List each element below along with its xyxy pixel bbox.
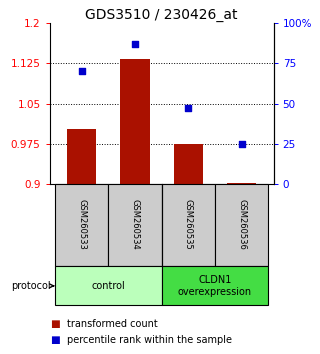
Point: [132, 41, 138, 47]
Text: GSM260533: GSM260533: [77, 199, 86, 250]
Text: GSM260535: GSM260535: [184, 199, 193, 250]
Text: transformed count: transformed count: [67, 319, 158, 329]
Bar: [67, 129, 96, 184]
Bar: [55, 266, 162, 306]
Title: GDS3510 / 230426_at: GDS3510 / 230426_at: [85, 8, 238, 22]
Text: CLDN1
overexpression: CLDN1 overexpression: [178, 275, 252, 297]
Bar: [108, 184, 162, 266]
Text: ■: ■: [50, 335, 59, 345]
Bar: [120, 59, 150, 184]
Point: [79, 69, 84, 74]
Text: GSM260536: GSM260536: [237, 199, 246, 250]
Text: protocol: protocol: [11, 281, 54, 291]
Text: ■: ■: [50, 319, 59, 329]
Text: control: control: [92, 281, 125, 291]
Bar: [215, 184, 268, 266]
Bar: [162, 184, 215, 266]
Bar: [174, 144, 203, 184]
Bar: [162, 266, 268, 306]
Text: percentile rank within the sample: percentile rank within the sample: [67, 335, 232, 345]
Point: [239, 141, 244, 147]
Point: [186, 105, 191, 111]
Bar: [55, 184, 108, 266]
Bar: [227, 183, 256, 184]
Text: GSM260534: GSM260534: [131, 199, 140, 250]
